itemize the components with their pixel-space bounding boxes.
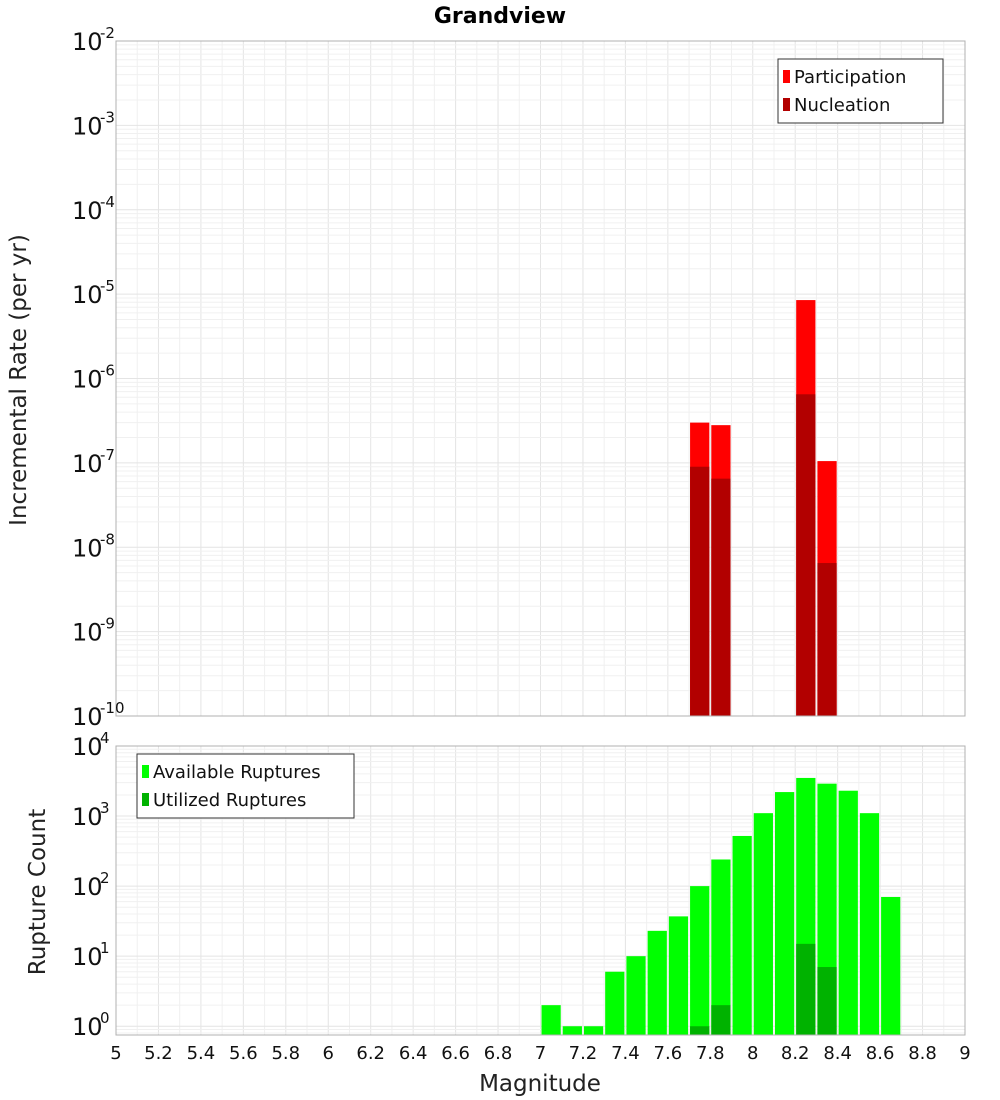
top-legend-label: Participation [794, 67, 906, 88]
bottom-y-tick-exponent: 3 [100, 799, 110, 817]
top-grid [115, 40, 966, 717]
x-tick-label: 8.6 [866, 1043, 895, 1064]
top-y-tick-label: 10 [72, 197, 103, 225]
bottom-bars [541, 777, 901, 1035]
top-y-tick-exponent: -8 [100, 530, 115, 548]
bottom-bar-available-ruptures [562, 1026, 582, 1035]
bottom-legend-box [136, 753, 355, 819]
bottom-legend-swatch [142, 765, 149, 778]
top-y-tick-label: 10 [72, 281, 103, 309]
x-tick-label: 6.2 [356, 1043, 385, 1064]
x-tick-label: 7 [535, 1043, 546, 1064]
x-tick-label: 6.8 [484, 1043, 513, 1064]
top-bar-nucleation [796, 394, 816, 716]
top-plot-frame [115, 40, 966, 717]
x-tick-label: 7.6 [654, 1043, 683, 1064]
top-y-tick-label: 10 [72, 450, 103, 478]
top-y-tick-label: 10 [72, 112, 103, 140]
x-tick-label: 9 [959, 1043, 970, 1064]
bottom-y-tick-exponent: 1 [100, 939, 110, 957]
top-y-tick-exponent: -7 [100, 446, 115, 464]
x-ticks: 5 5.2 5.4 5.6 5.8 6 6.2 6.4 6.6 6.8 7 7.2 7.4 7.6 7.8 8… [110, 1043, 970, 1064]
bottom-bar-available-ruptures [647, 930, 667, 1035]
top-y-tick-label: 10 [72, 366, 103, 394]
bottom-bar-utilized-ruptures [711, 1005, 731, 1035]
bottom-bar-available-ruptures [605, 971, 625, 1035]
top-legend: Participation Nucleation [777, 58, 944, 124]
bottom-bar-available-ruptures [541, 1005, 561, 1035]
top-legend-swatch [783, 70, 790, 83]
bottom-y-tick-label: 10 [72, 943, 103, 971]
x-tick-label: 8.4 [823, 1043, 852, 1064]
top-bar-nucleation [690, 466, 710, 716]
bottom-bar-available-ruptures [838, 790, 858, 1035]
bottom-y-axis-label: Rupture Count [25, 809, 51, 975]
x-tick-label: 8.8 [908, 1043, 937, 1064]
top-y-tick-exponent: -4 [100, 193, 115, 211]
top-y-tick-exponent: -5 [100, 277, 115, 295]
top-y-tick-label: 10 [72, 28, 103, 56]
bottom-bar-available-ruptures [881, 896, 901, 1035]
top-y-tick-exponent: -2 [100, 24, 115, 42]
bottom-bar-available-ruptures [690, 886, 710, 1035]
bottom-bar-utilized-ruptures [817, 967, 837, 1035]
x-tick-label: 5.6 [229, 1043, 258, 1064]
bottom-legend-label: Available Ruptures [153, 762, 321, 783]
bottom-bar-utilized-ruptures [796, 943, 816, 1035]
bottom-bar-available-ruptures [732, 835, 752, 1035]
top-y-tick-label: 10 [72, 703, 103, 731]
bottom-y-tick-label: 10 [72, 873, 103, 901]
top-y-tick-exponent: -3 [100, 108, 115, 126]
top-bars [690, 300, 837, 716]
bottom-plot-frame [115, 745, 966, 1036]
bottom-bar-available-ruptures [859, 813, 880, 1035]
bottom-legend: Available Ruptures Utilized Ruptures [136, 753, 355, 819]
top-bar-nucleation [817, 563, 837, 716]
bottom-bar-available-ruptures [668, 916, 689, 1035]
top-y-tick-exponent: -10 [100, 699, 125, 717]
bottom-legend-swatch [142, 793, 149, 806]
bottom-y-tick-label: 10 [72, 803, 103, 831]
x-tick-label: 6 [323, 1043, 334, 1064]
x-tick-label: 5 [110, 1043, 121, 1064]
x-tick-label: 5.2 [144, 1043, 173, 1064]
bottom-legend-label: Utilized Ruptures [153, 790, 306, 811]
bottom-bar-available-ruptures [774, 792, 795, 1035]
chart-title: Grandview [434, 4, 566, 29]
top-y-axis-label: Incremental Rate (per yr) [6, 234, 32, 526]
top-legend-label: Nucleation [794, 95, 890, 116]
x-tick-label: 8 [747, 1043, 758, 1064]
bottom-y-tick-exponent: 4 [100, 729, 110, 747]
bottom-y-tick-label: 10 [72, 1013, 103, 1041]
top-y-tick-label: 10 [72, 534, 103, 562]
bottom-bar-available-ruptures [626, 956, 646, 1035]
bottom-bar-utilized-ruptures [690, 1026, 710, 1035]
bottom-bar-available-ruptures [753, 813, 773, 1035]
bottom-y-tick-exponent: 0 [100, 1009, 110, 1027]
x-tick-label: 5.4 [187, 1043, 216, 1064]
x-tick-label: 5.8 [271, 1043, 300, 1064]
x-axis-label: Magnitude [479, 1071, 601, 1097]
top-y-tick-exponent: -9 [100, 615, 115, 633]
bottom-y-tick-exponent: 2 [100, 869, 110, 887]
x-tick-label: 7.8 [696, 1043, 725, 1064]
top-legend-box [777, 58, 944, 124]
x-tick-label: 6.4 [399, 1043, 428, 1064]
x-tick-label: 7.2 [569, 1043, 598, 1064]
x-tick-label: 7.4 [611, 1043, 640, 1064]
bottom-y-tick-label: 10 [72, 733, 103, 761]
x-tick-label: 8.2 [781, 1043, 810, 1064]
top-legend-swatch [783, 98, 790, 111]
top-y-tick-exponent: -6 [100, 362, 115, 380]
bottom-bar-available-ruptures [583, 1026, 604, 1035]
top-bar-nucleation [711, 478, 731, 716]
top-y-tick-label: 10 [72, 619, 103, 647]
x-tick-label: 6.6 [441, 1043, 470, 1064]
bottom-bar-available-ruptures [711, 859, 731, 1035]
